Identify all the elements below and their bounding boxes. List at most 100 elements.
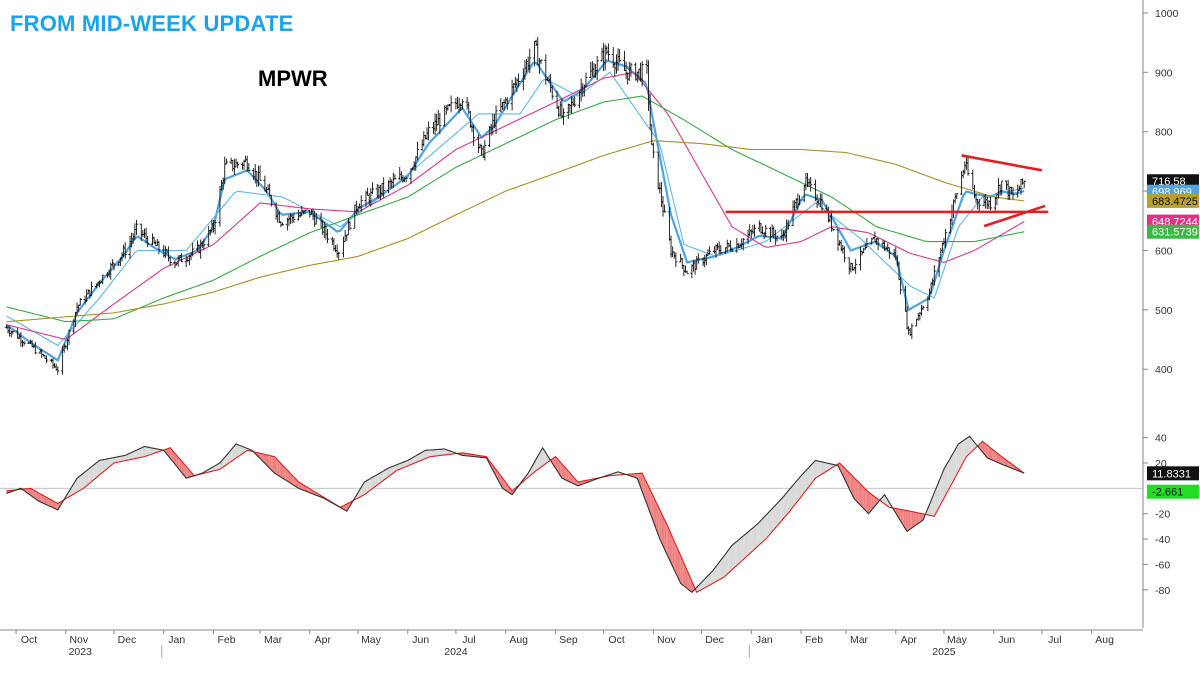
price-bar xyxy=(476,134,480,154)
price-bar xyxy=(393,174,397,180)
price-bar xyxy=(435,113,439,132)
momentum-fill xyxy=(303,484,306,491)
month-label: Jun xyxy=(998,634,1015,646)
momentum-fill xyxy=(706,575,708,587)
momentum-fill xyxy=(398,463,400,470)
momentum-fill xyxy=(174,453,177,467)
price-bar xyxy=(971,169,975,190)
price-bar xyxy=(996,178,1001,199)
momentum-fill xyxy=(412,456,415,464)
trendline xyxy=(961,154,1043,172)
momentum-fill xyxy=(94,462,97,479)
momentum-fill xyxy=(669,530,672,563)
momentum-fill xyxy=(764,515,766,541)
momentum-fill xyxy=(179,458,182,473)
price-bar xyxy=(730,247,734,252)
momentum-fill xyxy=(502,478,505,490)
momentum-fill xyxy=(345,503,347,512)
price-bar xyxy=(571,97,575,107)
momentum-fill xyxy=(895,508,898,516)
momentum-fill xyxy=(916,512,919,525)
price-tick-label: 1000 xyxy=(1155,8,1179,20)
month-label: Jan xyxy=(756,634,773,646)
momentum-fill xyxy=(374,475,376,488)
momentum-fill xyxy=(849,472,851,492)
momentum-fill xyxy=(813,460,816,481)
svg-text:11.8331: 11.8331 xyxy=(1152,468,1191,480)
momentum-fill xyxy=(971,438,973,453)
momentum-fill xyxy=(171,449,174,463)
price-bar xyxy=(757,220,761,232)
momentum-fill xyxy=(942,469,944,502)
momentum-fill xyxy=(147,447,150,456)
price-bar xyxy=(550,85,554,100)
price-bar xyxy=(696,253,700,264)
momentum-fill xyxy=(634,473,636,478)
momentum-fill xyxy=(504,480,506,491)
price-bar xyxy=(101,274,105,285)
price-bar xyxy=(661,196,665,217)
momentum-fill xyxy=(152,448,155,454)
trendline xyxy=(983,204,1046,228)
price-bar xyxy=(231,160,235,172)
momentum-fill xyxy=(682,559,684,586)
price-bar xyxy=(566,103,570,120)
moving-averages xyxy=(5,59,1025,362)
price-bar xyxy=(235,161,240,169)
price-bar xyxy=(287,215,291,227)
momentum-fill xyxy=(134,450,137,459)
momentum-fill xyxy=(56,502,58,510)
price-bar xyxy=(56,366,60,375)
price-bar xyxy=(985,196,989,209)
momentum-fill xyxy=(170,447,172,461)
price-bar xyxy=(993,197,997,211)
momentum-fill xyxy=(956,443,959,475)
momentum-fill xyxy=(439,449,442,456)
momentum-fill xyxy=(931,496,933,516)
price-bar xyxy=(341,236,346,258)
price-bar xyxy=(415,141,419,161)
momentum-fill xyxy=(165,448,167,455)
momentum-fill xyxy=(701,580,704,590)
momentum-fill xyxy=(118,456,121,462)
momentum-fill xyxy=(821,461,824,475)
momentum-fill xyxy=(680,555,683,585)
momentum-fill xyxy=(797,477,800,501)
price-bar xyxy=(809,176,813,192)
price-bar xyxy=(557,105,561,118)
momentum-fill xyxy=(903,509,906,529)
price-bar xyxy=(258,165,262,181)
momentum-fill xyxy=(982,441,985,454)
momentum-fill xyxy=(918,512,920,524)
price-bar xyxy=(561,108,566,125)
momentum-fill xyxy=(77,476,79,493)
momentum-fill xyxy=(427,450,429,458)
momentum-fill xyxy=(150,447,153,455)
price-bar xyxy=(168,256,172,266)
price-bar xyxy=(842,246,847,263)
momentum-fill xyxy=(237,444,240,458)
momentum-fill xyxy=(868,492,871,514)
momentum-fill xyxy=(902,509,904,527)
price-bar xyxy=(191,242,195,257)
month-label: Feb xyxy=(805,634,823,646)
price-bar xyxy=(786,219,790,230)
momentum-fill xyxy=(796,479,798,503)
price-tick-label: 400 xyxy=(1155,364,1173,376)
momentum-fill xyxy=(987,445,989,459)
momentum-fill xyxy=(537,453,540,470)
momentum-fill xyxy=(785,492,787,517)
momentum-fill xyxy=(566,469,569,482)
momentum-fill xyxy=(125,454,127,461)
momentum-fill xyxy=(752,526,755,551)
momentum-fill xyxy=(720,558,723,579)
price-bar xyxy=(516,73,521,87)
momentum-fill xyxy=(730,545,733,572)
momentum-fill xyxy=(775,503,777,528)
momentum-fill xyxy=(955,446,957,478)
momentum-fill xyxy=(765,513,768,540)
price-bar xyxy=(659,181,663,208)
momentum-fill xyxy=(733,542,736,569)
momentum-fill xyxy=(658,506,660,540)
momentum-fill xyxy=(105,458,108,470)
